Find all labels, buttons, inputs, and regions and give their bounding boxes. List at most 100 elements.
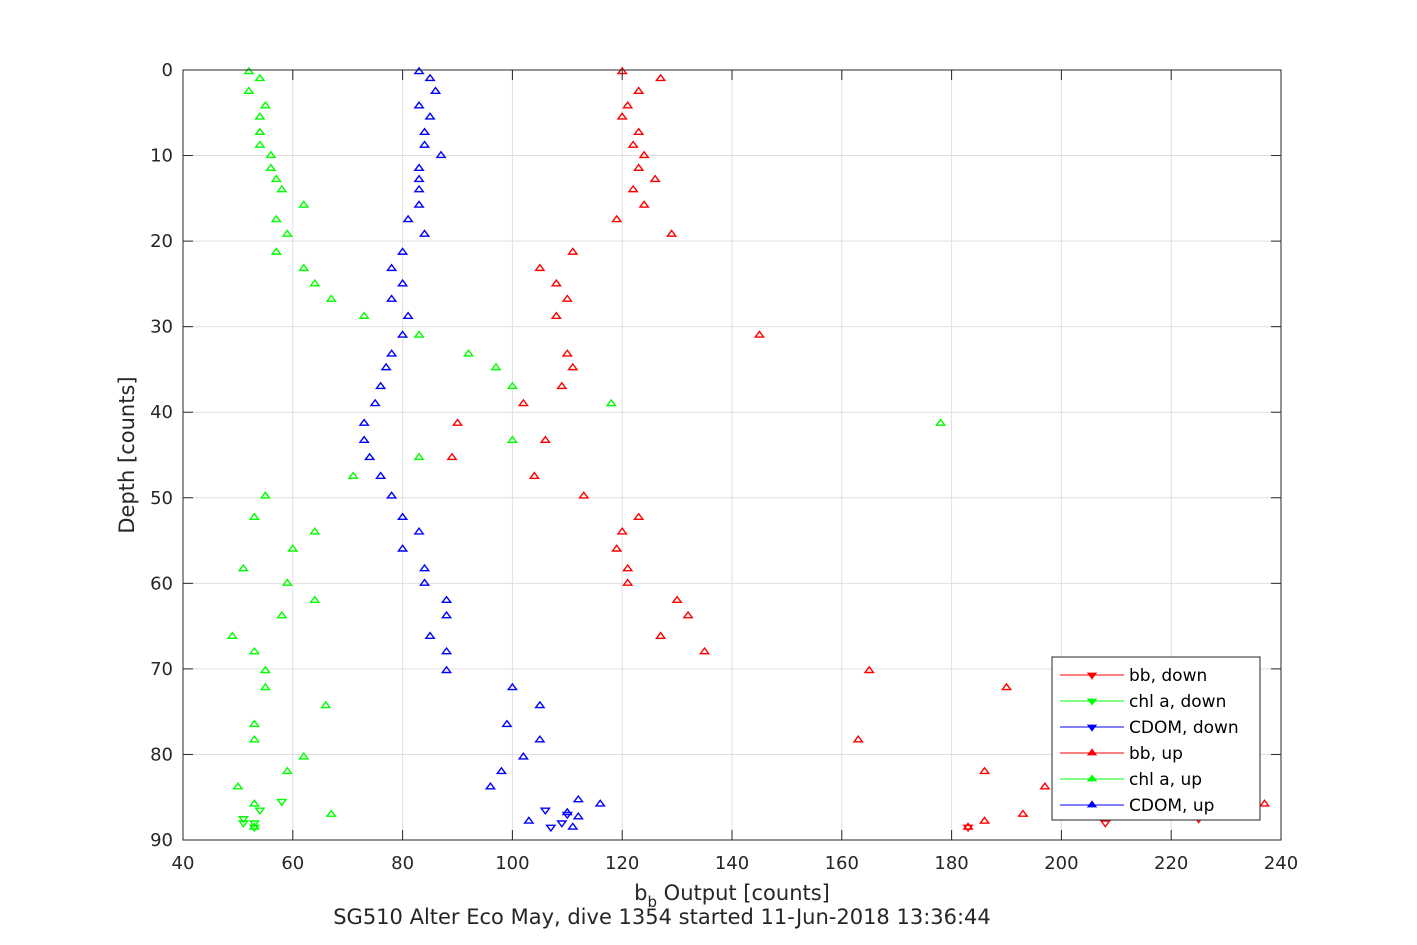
triangle-up-marker	[259, 100, 271, 109]
triangle-up-marker	[254, 140, 266, 148]
triangle-up-marker	[386, 349, 398, 357]
y-axis-label: Depth [counts]	[115, 376, 139, 533]
y-axis-ticks: 0 10 20 30 40 50 60 70 80 90	[150, 60, 1281, 851]
triangle-down-marker	[248, 824, 260, 833]
legend-entry: chl a, up	[1129, 770, 1202, 790]
triangle-up-marker	[429, 86, 442, 94]
triangle-up-marker	[594, 799, 606, 807]
triangle-up-marker	[397, 278, 409, 287]
triangle-up-marker	[243, 66, 255, 75]
triangle-up-marker	[397, 247, 409, 255]
triangle-up-marker	[281, 229, 293, 237]
triangle-up-marker	[567, 362, 579, 371]
triangle-up-marker	[386, 294, 398, 302]
triangle-up-marker	[534, 263, 546, 272]
triangle-down-marker	[276, 798, 288, 807]
triangle-up-marker	[561, 807, 573, 816]
triangle-up-marker	[298, 752, 310, 760]
triangle-up-marker	[633, 86, 645, 94]
triangle-up-marker	[402, 311, 414, 319]
triangle-down-marker	[248, 820, 260, 828]
triangle-up-marker	[978, 816, 991, 824]
triangle-up-marker	[550, 311, 562, 319]
y-tick-label: 0	[162, 60, 173, 81]
triangle-up-marker	[358, 311, 370, 319]
triangle-up-marker	[320, 700, 332, 709]
triangle-up-marker	[666, 229, 678, 237]
legend-marker	[1086, 748, 1098, 756]
triangle-up-marker	[440, 595, 453, 604]
series-2	[539, 807, 573, 833]
triangle-up-marker	[259, 665, 271, 674]
triangle-up-marker	[248, 719, 260, 728]
triangle-down-marker	[561, 811, 573, 820]
triangle-up-marker	[611, 544, 623, 552]
y-tick-label: 30	[150, 317, 173, 338]
triangle-up-marker	[978, 766, 991, 775]
triangle-up-marker	[418, 140, 431, 148]
triangle-up-marker	[506, 682, 518, 691]
triangle-up-marker	[616, 527, 628, 535]
triangle-up-marker	[298, 200, 310, 208]
triangle-up-marker	[402, 214, 414, 223]
triangle-up-marker	[424, 73, 436, 82]
triangle-up-marker	[550, 278, 562, 287]
triangle-up-marker	[418, 229, 431, 237]
triangle-up-marker	[440, 610, 453, 619]
triangle-up-marker	[397, 544, 409, 552]
x-tick-label: 160	[825, 853, 859, 874]
x-tick-label: 120	[605, 853, 639, 874]
data-markers	[226, 66, 1271, 833]
triangle-up-marker	[237, 563, 249, 572]
triangle-up-marker	[962, 822, 974, 830]
triangle-up-marker	[298, 263, 310, 272]
triangle-down-marker	[545, 824, 557, 833]
triangle-up-marker	[413, 163, 425, 171]
triangle-up-marker	[418, 563, 431, 572]
legend-entry: CDOM, down	[1129, 718, 1239, 738]
triangle-up-marker	[424, 112, 436, 120]
chart-title: SG510 Alter Eco May, dive 1354 started 1…	[333, 905, 991, 929]
triangle-up-marker	[380, 362, 392, 371]
triangle-up-marker	[248, 734, 260, 743]
triangle-down-marker	[237, 816, 249, 824]
triangle-up-marker	[572, 794, 584, 803]
triangle-up-marker	[270, 247, 282, 255]
triangle-up-marker	[254, 127, 266, 136]
triangle-up-marker	[309, 595, 321, 604]
triangle-up-marker	[655, 631, 667, 639]
triangle-up-marker	[556, 381, 568, 390]
y-tick-label: 50	[150, 488, 173, 509]
triangle-up-marker	[270, 214, 282, 223]
triangle-up-marker	[440, 665, 453, 674]
triangle-up-marker	[248, 822, 260, 830]
triangle-up-marker	[935, 418, 947, 426]
triangle-up-marker	[248, 799, 260, 807]
triangle-up-marker	[325, 294, 337, 302]
triangle-up-marker	[413, 200, 425, 208]
triangle-up-marker	[248, 646, 260, 655]
triangle-up-marker	[281, 766, 293, 775]
triangle-up-marker	[863, 665, 875, 674]
triangle-up-marker	[506, 381, 518, 390]
triangle-up-marker	[413, 452, 425, 461]
triangle-up-marker	[248, 512, 260, 521]
triangle-up-marker	[567, 247, 579, 255]
legend-entry: CDOM, up	[1129, 796, 1214, 816]
triangle-up-marker	[605, 398, 617, 407]
triangle-up-marker	[413, 100, 425, 109]
series-1	[237, 798, 288, 833]
triangle-up-marker	[440, 646, 453, 655]
triangle-up-marker	[523, 816, 535, 824]
triangle-up-marker	[435, 150, 447, 159]
triangle-down-marker	[556, 820, 568, 828]
series-4	[226, 66, 947, 830]
triangle-up-marker	[397, 330, 409, 338]
triangle-up-marker	[753, 330, 766, 338]
triangle-down-marker	[1099, 820, 1111, 828]
triangle-up-marker	[375, 471, 387, 479]
legend: bb, down chl a, down CDOM, down bb, up chl a…	[1051, 656, 1261, 821]
triangle-up-marker	[413, 174, 425, 183]
triangle-up-marker	[375, 381, 387, 390]
triangle-up-marker	[446, 452, 458, 461]
